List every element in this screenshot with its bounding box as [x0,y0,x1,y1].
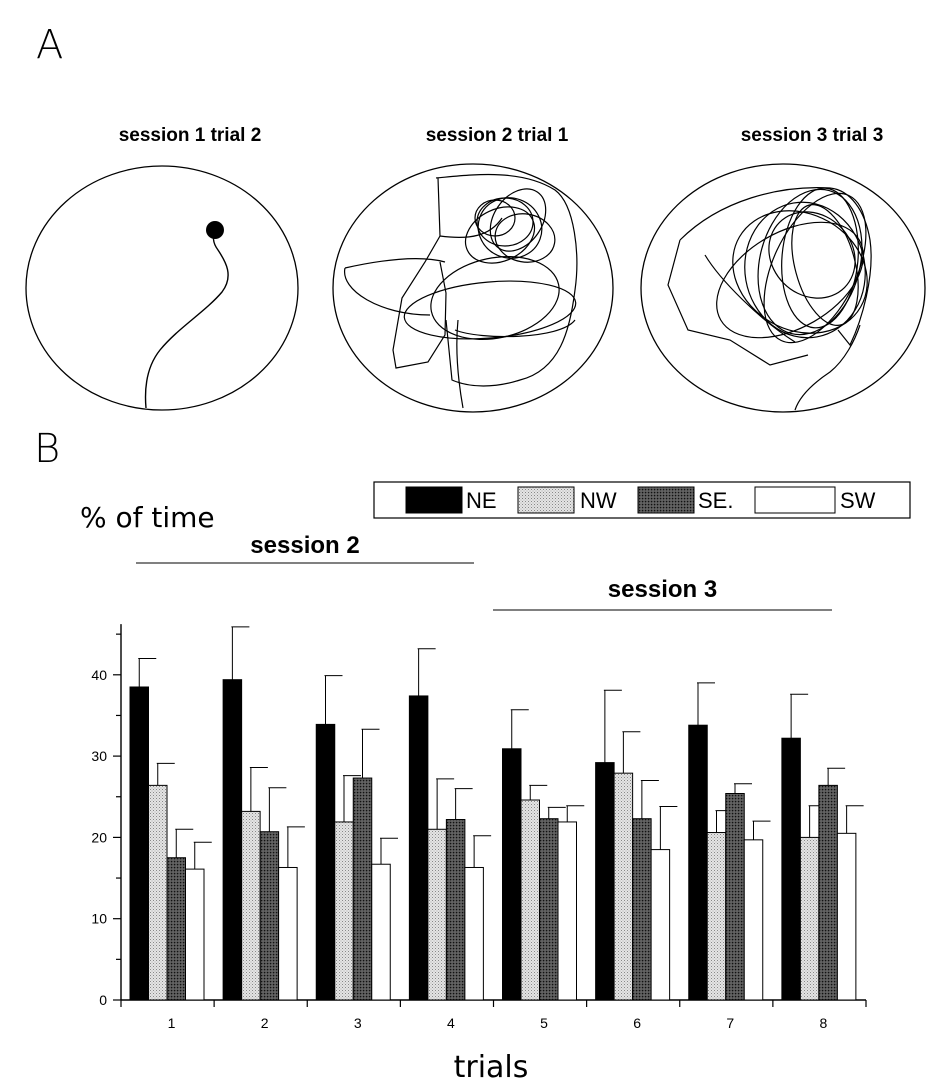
bar-se [725,792,745,1001]
bar-se [632,818,652,1001]
bar-ne [688,724,708,1001]
y-tick-label: 30 [91,748,107,764]
bar-sw [557,821,577,1001]
legend: NE NW SE. SW [373,481,911,519]
bar-sw [371,863,391,1001]
legend-label: NE [466,488,497,513]
bar-ne [408,695,429,1001]
trace-title-1: session 1 trial 2 [119,125,262,146]
bar-nw [520,799,540,1001]
y-tick-label: 0 [99,992,107,1008]
chart-bars [129,626,864,1001]
x-tick-label: 1 [168,1015,176,1031]
x-tick-label: 4 [447,1015,455,1031]
legend-swatch-sw [754,486,836,514]
bar-se [259,831,280,1001]
bar-nw [148,784,168,1001]
swim-path-2 [344,173,578,409]
bar-ne [315,723,336,1001]
bar-nw [799,836,820,1001]
bar-nw [613,772,634,1001]
y-tick-label: 10 [91,911,107,927]
bar-sw [464,866,484,1001]
bar-ne [129,686,149,1001]
bar-se [445,819,466,1001]
legend-swatch-ne [405,486,463,514]
bar-nw [706,832,727,1001]
trace-title-2: session 2 trial 1 [426,125,569,146]
x-axis-label: trials [454,1050,529,1085]
arena-3 [640,163,926,413]
legend-label: NW [580,488,617,513]
bar-sw [836,832,857,1001]
session-annotations: session 2 session 3 [136,532,832,611]
platform-marker [206,221,224,239]
x-tick-label: 3 [354,1015,362,1031]
bar-se [166,857,186,1001]
bar-se [352,777,373,1001]
x-tick-label: 8 [820,1015,828,1031]
y-axis-label: % of time [80,501,215,534]
bar-nw [241,810,261,1001]
x-tick-label: 7 [726,1015,734,1031]
legend-label: SE. [698,488,733,513]
y-tick-label: 20 [91,829,107,845]
arena-2 [332,163,614,413]
panel-a-letter: A [36,22,63,68]
bar-sw [278,866,298,1001]
legend-swatch-nw [517,486,575,514]
bar-ne [222,679,243,1001]
legend-swatch-se [637,486,695,514]
bar-ne [595,762,615,1001]
swim-path-3 [667,187,872,411]
x-tick-label: 6 [633,1015,641,1031]
session-label: session 3 [608,576,717,603]
panel-b-letter: B [34,426,60,472]
session-label: session 2 [250,532,359,559]
x-tick-label: 2 [261,1015,269,1031]
bar-se [539,818,559,1001]
arena-1 [25,165,299,411]
trace-title-3: session 3 trial 3 [741,125,884,146]
x-tick-label: 5 [540,1015,548,1031]
bar-sw [743,839,764,1001]
legend-label: SW [840,488,876,513]
swim-path-1 [144,229,229,409]
bar-ne [781,737,801,1001]
bar-sw [650,849,671,1001]
bar-se [818,784,838,1001]
y-tick-label: 40 [91,667,107,683]
bar-sw [185,868,205,1001]
bar-nw [334,821,354,1001]
bar-ne [502,748,522,1001]
bar-nw [427,828,447,1001]
